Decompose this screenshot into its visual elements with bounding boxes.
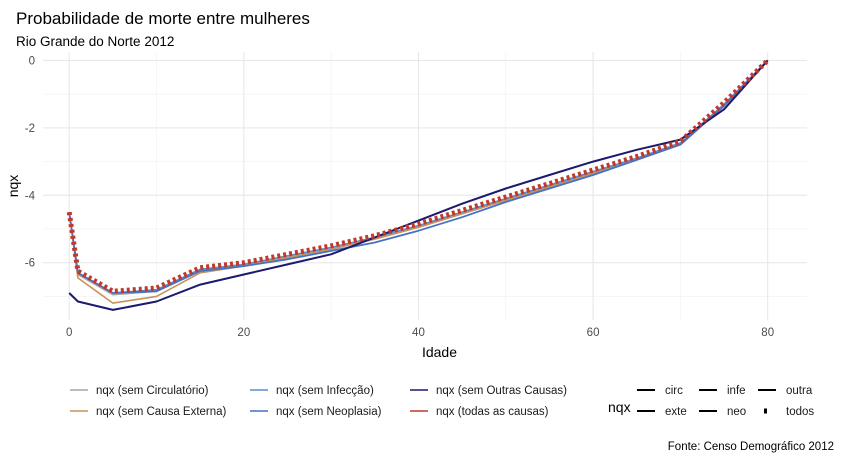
x-tick-label: 60 bbox=[587, 327, 600, 339]
chart-caption: Fonte: Censo Demográfico 2012 bbox=[668, 441, 834, 453]
legend-label: nqx (sem Outras Causas) bbox=[436, 385, 567, 397]
series-layer bbox=[66, 58, 770, 311]
y-axis-title: nqx bbox=[5, 175, 21, 198]
linetype-label: neo bbox=[727, 406, 746, 418]
legend-label: nqx (sem Neoplasia) bbox=[276, 406, 382, 418]
series-line-todos bbox=[66, 58, 770, 294]
chart-subtitle: Rio Grande do Norte 2012 bbox=[16, 34, 174, 49]
axes: 0 -2 -4 -6 0 20 40 60 80 bbox=[25, 55, 774, 339]
legend-label: nqx (sem Circulatório) bbox=[96, 385, 209, 397]
linetype-label: infe bbox=[727, 385, 746, 397]
chart-title: Probabilidade de morte entre mulheres bbox=[16, 9, 310, 28]
legend-label: nqx (todas as causas) bbox=[436, 406, 549, 418]
linetype-label: outra bbox=[786, 385, 813, 397]
linetype-label: todos bbox=[786, 406, 814, 418]
y-tick-label: -2 bbox=[25, 123, 35, 135]
legend-label: nqx (sem Causa Externa) bbox=[96, 406, 227, 418]
y-tick-label: -6 bbox=[25, 258, 35, 270]
legend-label: nqx (sem Infecção) bbox=[276, 385, 374, 397]
y-tick-label: 0 bbox=[29, 55, 35, 67]
linetype-legend-title: nqx bbox=[608, 399, 631, 415]
x-tick-label: 0 bbox=[66, 327, 72, 339]
linetype-label: circ bbox=[665, 385, 683, 397]
linetype-label: exte bbox=[665, 406, 687, 418]
x-tick-label: 40 bbox=[412, 327, 425, 339]
grid bbox=[43, 52, 807, 320]
legend: nqx (sem Circulatório) nqx (sem Causa Ext… bbox=[70, 385, 814, 418]
y-tick-label: -4 bbox=[25, 190, 36, 202]
x-tick-label: 20 bbox=[237, 327, 250, 339]
x-tick-label: 80 bbox=[761, 327, 774, 339]
x-axis-title: Idade bbox=[422, 344, 457, 360]
series-line-neo bbox=[68, 59, 769, 294]
